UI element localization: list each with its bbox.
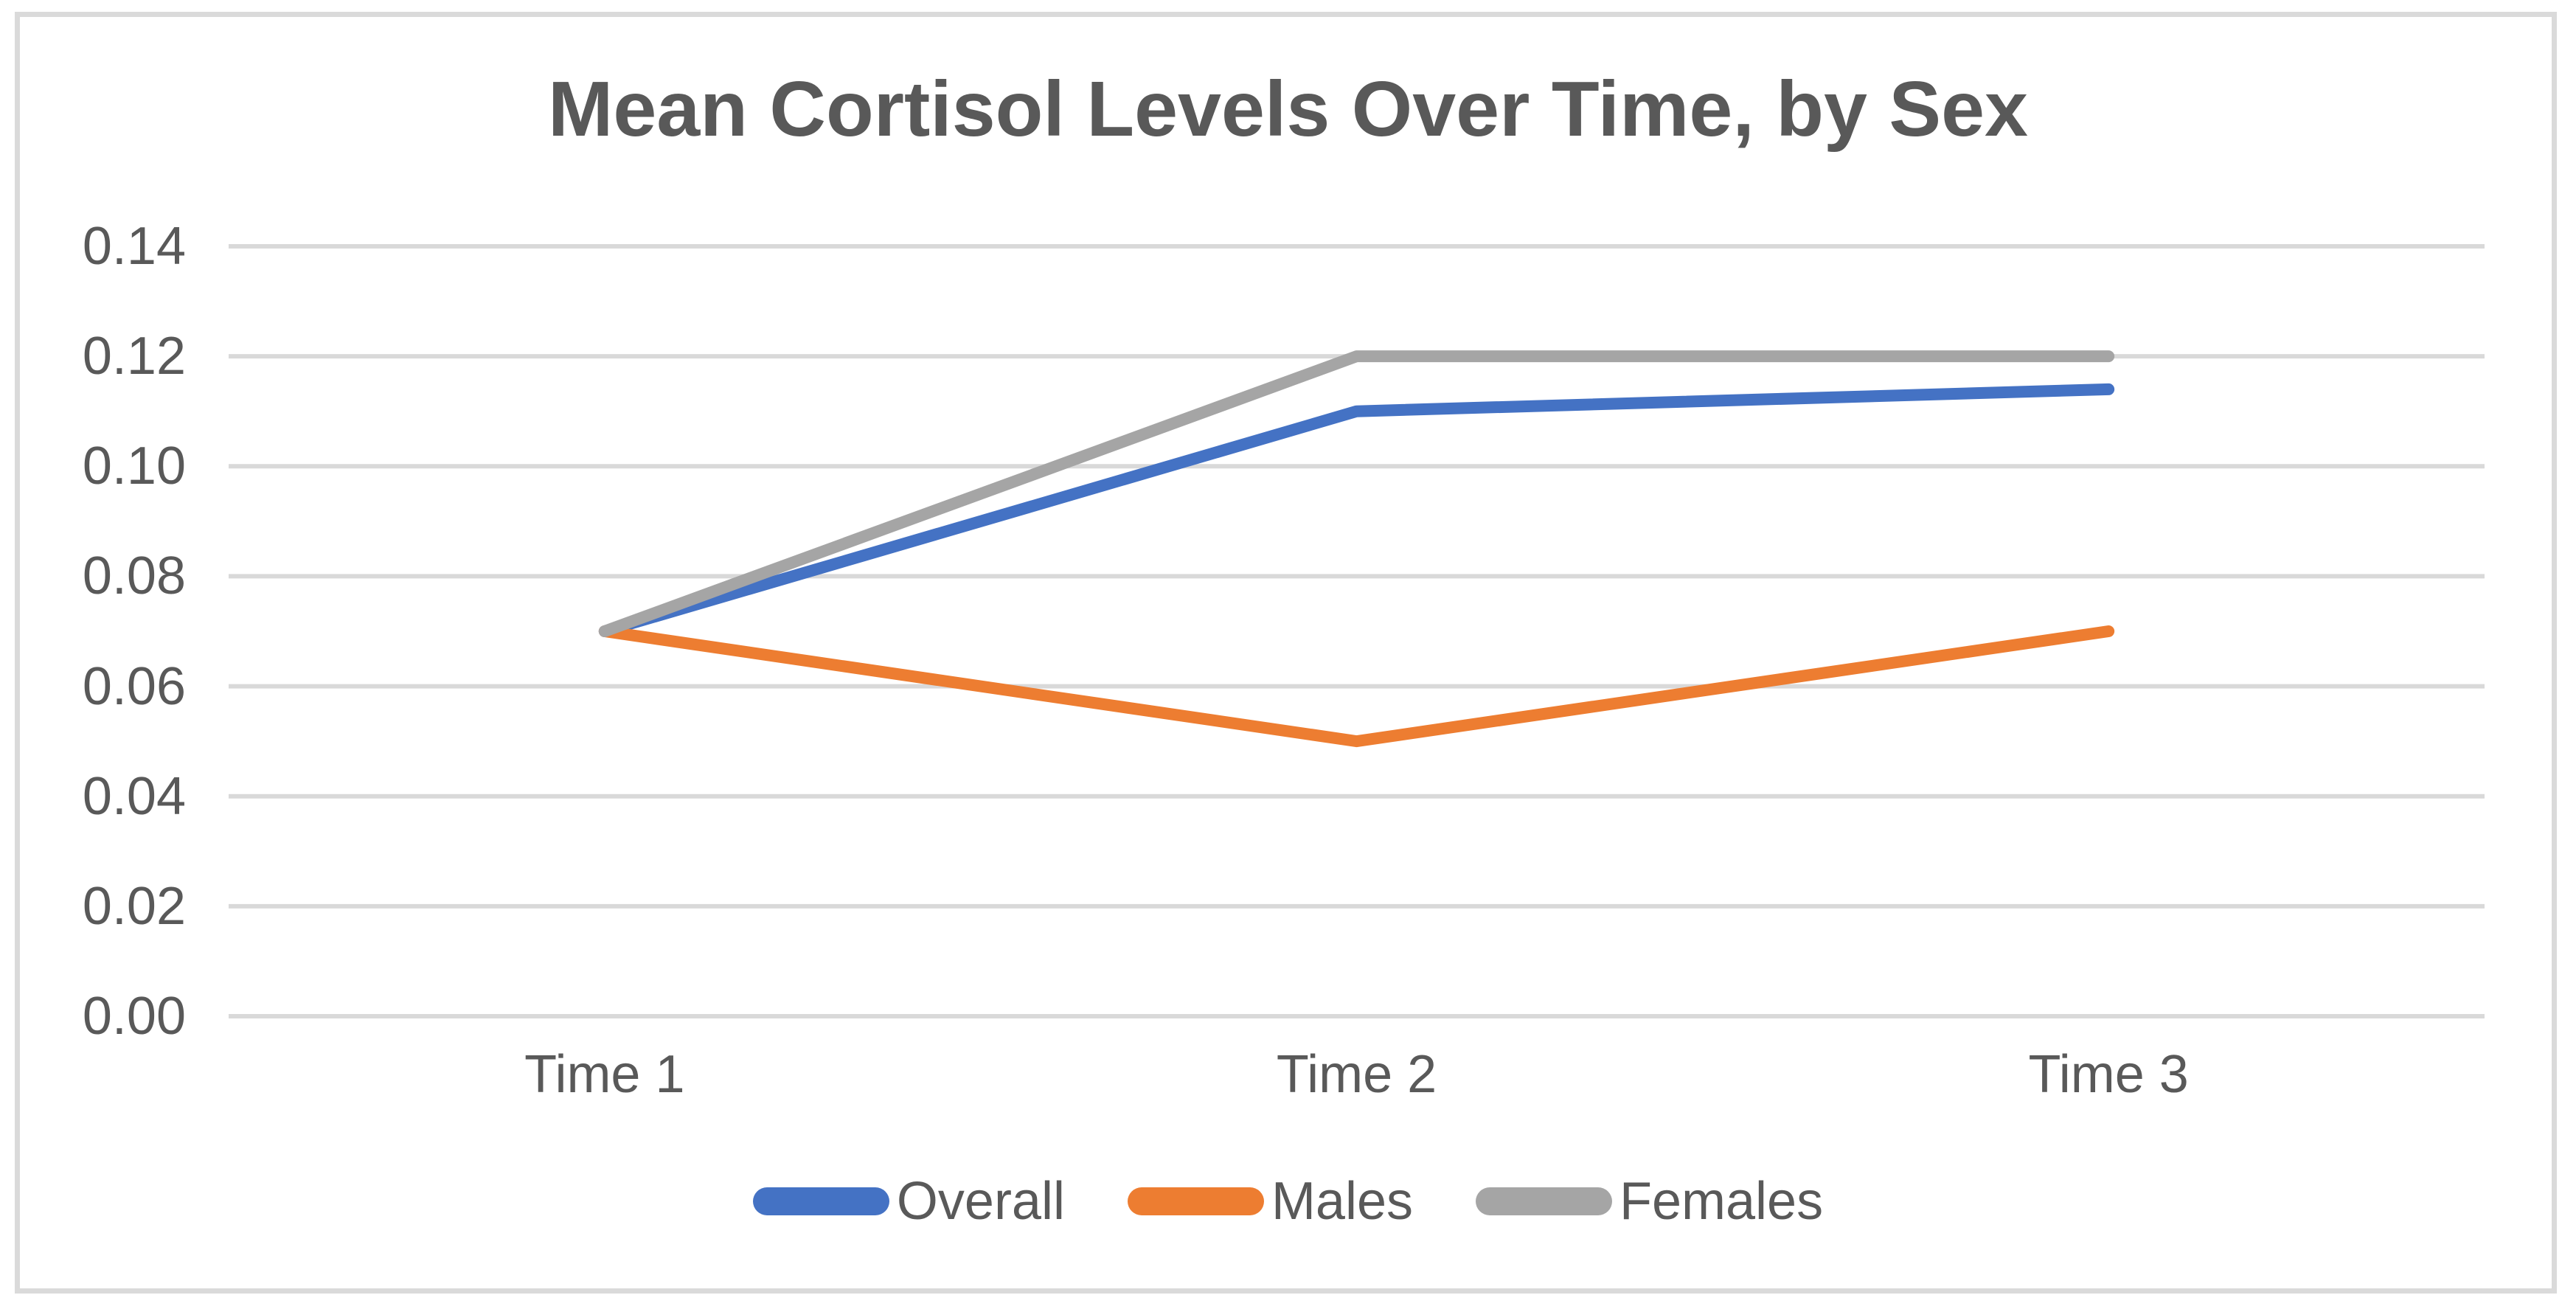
series-lines-group xyxy=(598,350,2115,748)
legend-label-overall: Overall xyxy=(896,1172,1065,1231)
y-tick-label: 0.08 xyxy=(82,546,186,606)
legend-label-males: Males xyxy=(1271,1172,1414,1231)
legend-swatch-overall xyxy=(752,1187,889,1215)
y-tick-label: 0.06 xyxy=(82,656,186,716)
series-line-females xyxy=(598,350,2115,637)
y-tick-label: 0.02 xyxy=(82,876,186,936)
y-tick-label: 0.14 xyxy=(82,217,186,276)
legend-swatch-females xyxy=(1476,1187,1613,1215)
legend-item-overall: Overall xyxy=(752,1171,1065,1232)
y-tick-label: 0.04 xyxy=(82,766,186,826)
chart-frame xyxy=(15,12,2557,1294)
y-tick-label: 0.12 xyxy=(82,327,186,386)
y-tick-label: 0.10 xyxy=(82,437,186,496)
legend-item-males: Males xyxy=(1127,1171,1414,1232)
legend-swatch-males xyxy=(1127,1187,1264,1215)
series-line-overall xyxy=(598,383,2115,637)
x-category-label: Time 3 xyxy=(2028,1045,2189,1104)
legend-item-females: Females xyxy=(1476,1171,1823,1232)
series-line-males xyxy=(598,625,2115,748)
chart-title: Mean Cortisol Levels Over Time, by Sex xyxy=(548,66,2028,153)
legend-label-females: Females xyxy=(1619,1172,1824,1231)
y-tick-label: 0.00 xyxy=(82,987,186,1046)
x-category-label: Time 1 xyxy=(524,1045,685,1104)
x-category-label: Time 2 xyxy=(1276,1045,1437,1104)
legend: Overall Males Females xyxy=(0,1171,2576,1232)
